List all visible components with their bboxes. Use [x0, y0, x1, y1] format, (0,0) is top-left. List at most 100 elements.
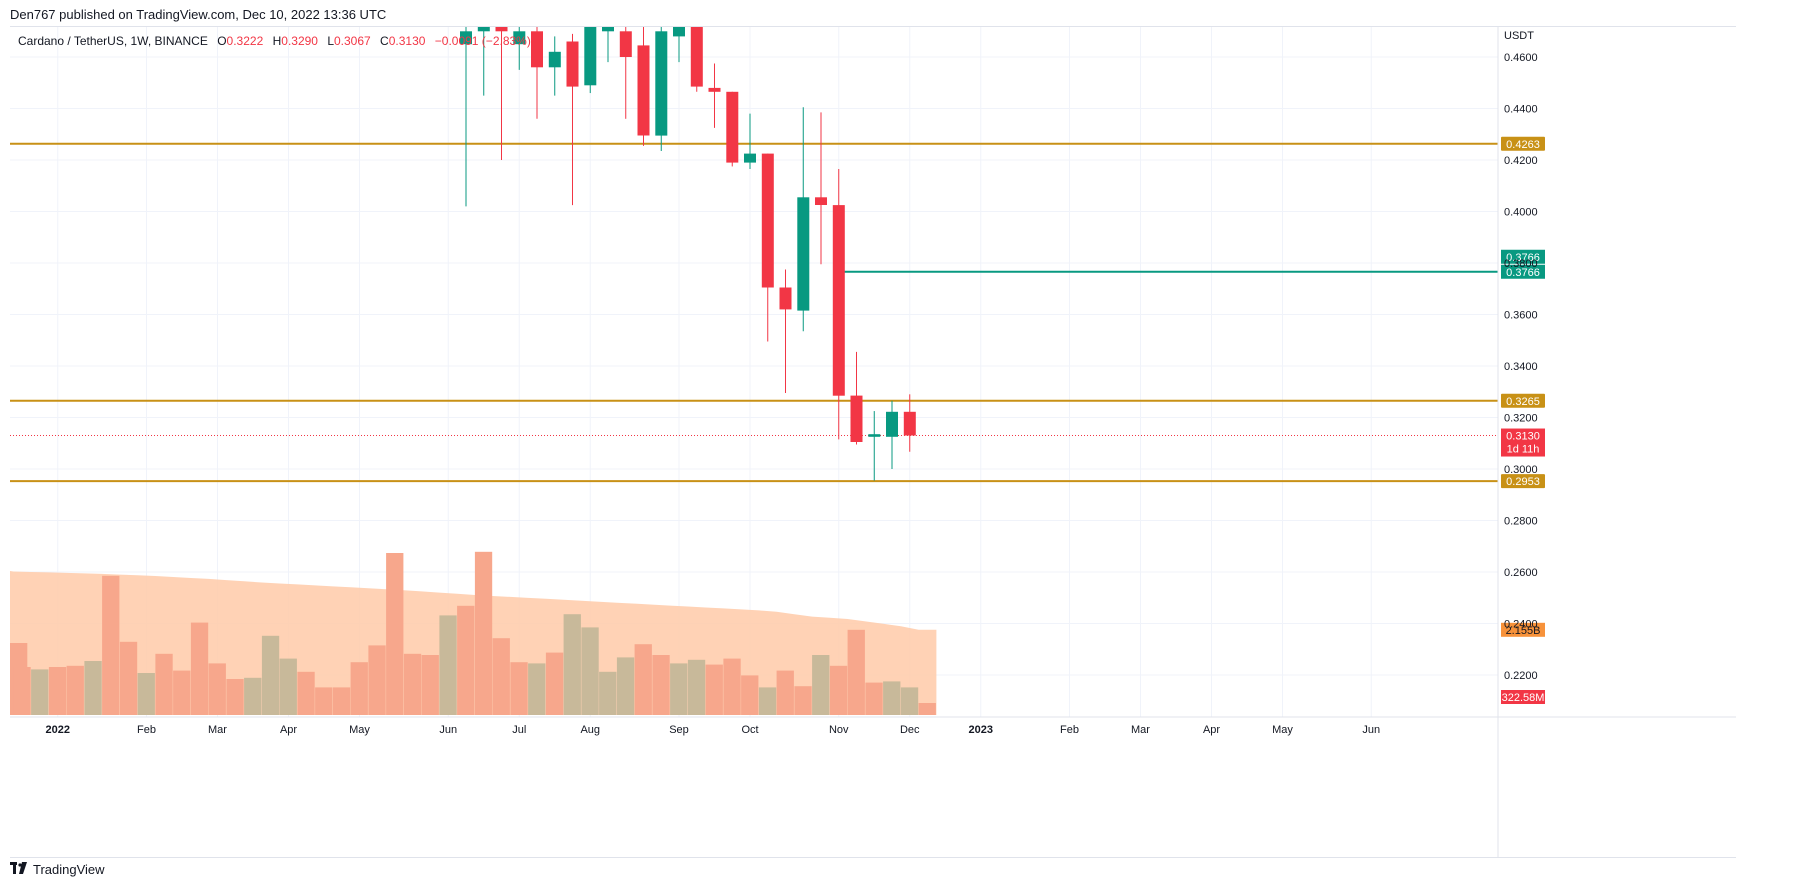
candle-body	[868, 434, 881, 437]
x-tick-label: 2022	[46, 724, 70, 736]
x-tick-label: Nov	[829, 724, 849, 736]
symbol-legend: Cardano / TetherUS, 1W, BINANCE O0.3222 …	[18, 34, 531, 48]
chart-area[interactable]: 0.4263 0.3265 0.2953 0.3766 0.3766 0.3130 1d 1…	[10, 26, 1736, 858]
y-tick-label: 0.4000	[1504, 207, 1538, 219]
y-tick-label: 0.3400	[1504, 361, 1538, 373]
currency-label: USDT	[1504, 30, 1534, 42]
x-tick-label: May	[1272, 724, 1293, 736]
volume-bar	[457, 605, 475, 715]
axis-layer: 0.4600 0.4400 0.4200 0.4000 0.3800 0.3600 0.34…	[10, 27, 1736, 857]
last-price-label: 0.3130	[1506, 431, 1540, 443]
candle-body	[513, 31, 526, 45]
volume-ma-badge	[1501, 622, 1545, 637]
candle-body	[637, 45, 650, 136]
volume-last-badge	[1501, 690, 1545, 704]
y-tick-label: 0.3600	[1504, 310, 1538, 322]
volume-bar	[84, 661, 102, 715]
volume-bar	[102, 575, 120, 715]
candle-body	[761, 153, 774, 288]
x-tick-label: Feb	[137, 724, 156, 736]
volume-bar	[634, 644, 652, 715]
volume-ma-label: 2.155B	[1506, 625, 1541, 637]
volume-bar	[297, 671, 315, 715]
symbol-name: Cardano / TetherUS, 1W, BINANCE	[18, 34, 208, 48]
tradingview-brand[interactable]: TradingView	[10, 862, 105, 877]
candle-layer	[460, 27, 916, 481]
x-tick-label: Apr	[1203, 724, 1220, 736]
candle-body	[690, 27, 703, 87]
volume-bar	[847, 629, 865, 715]
volume-bar	[439, 615, 457, 715]
teal-price-badge	[1501, 264, 1545, 279]
volume-bar	[865, 682, 883, 715]
x-tick-label: Jun	[439, 724, 457, 736]
y-tick-label: 0.3800	[1504, 258, 1538, 270]
last-price-badge	[1501, 428, 1545, 457]
x-tick-label: Oct	[741, 724, 758, 736]
x-tick-label: Mar	[208, 724, 227, 736]
high-value: 0.3290	[281, 34, 318, 48]
x-tick-label: 2023	[969, 724, 993, 736]
volume-bar	[119, 641, 138, 715]
volume-bar	[670, 663, 688, 715]
x-tick-label: Jul	[512, 724, 526, 736]
volume-bar	[48, 667, 67, 715]
volume-bar	[190, 622, 209, 715]
x-tick-label: Sep	[669, 724, 689, 736]
volume-bar	[208, 663, 226, 715]
teal-price-badge	[1501, 249, 1545, 264]
volume-bar	[616, 657, 635, 715]
low-value: 0.3067	[334, 34, 371, 48]
volume-bar	[137, 673, 155, 715]
candle-body	[832, 205, 845, 396]
volume-bar	[13, 667, 31, 715]
candle-body	[531, 31, 543, 68]
x-tick-label: Feb	[1060, 724, 1079, 736]
x-tick-label: Apr	[280, 724, 297, 736]
volume-bar	[279, 658, 297, 715]
candle-body	[584, 27, 597, 86]
x-tick-label: May	[349, 724, 370, 736]
candle-body	[815, 197, 827, 205]
volume-bar	[705, 664, 723, 715]
volume-bar	[474, 551, 493, 715]
y-tick-label: 0.2200	[1504, 670, 1538, 682]
tradingview-brand-text: TradingView	[33, 862, 105, 877]
open-value: 0.3222	[226, 34, 264, 48]
candle-body	[726, 91, 739, 163]
y-tick-label: 0.3000	[1504, 464, 1538, 476]
volume-bar	[812, 655, 830, 715]
y-tick-label: 0.4600	[1504, 52, 1538, 64]
high-label: H	[272, 34, 282, 48]
close-value: 0.3130	[388, 34, 426, 48]
level-price-badge	[1501, 136, 1545, 151]
candle-body	[460, 31, 472, 45]
volume-last-label: 322.58M	[1502, 692, 1545, 704]
candle-body	[477, 27, 490, 32]
volume-bar	[31, 669, 49, 715]
tradingview-logo-icon	[10, 862, 28, 877]
countdown-label: 1d 11h	[1507, 444, 1540, 456]
volume-bar	[421, 655, 439, 715]
volume-bar	[741, 675, 759, 715]
volume-bar	[723, 658, 741, 715]
volume-layer	[10, 551, 937, 715]
volume-bar	[545, 652, 564, 715]
volume-bar	[794, 686, 812, 715]
candle-body	[886, 411, 898, 437]
candle-body	[548, 51, 561, 68]
volume-bar	[173, 670, 191, 715]
level-price-label: 0.3265	[1506, 396, 1540, 408]
candle-body	[566, 41, 579, 87]
volume-bar	[155, 653, 173, 715]
x-tick-label: Dec	[900, 724, 920, 736]
level-price-badge	[1501, 474, 1545, 489]
y-tick-label: 0.3200	[1504, 413, 1538, 425]
candle-body	[850, 395, 863, 442]
open-label: O	[217, 34, 227, 48]
close-label: C	[380, 34, 389, 48]
y-tick-label: 0.2600	[1504, 567, 1538, 579]
volume-bar	[368, 645, 386, 715]
